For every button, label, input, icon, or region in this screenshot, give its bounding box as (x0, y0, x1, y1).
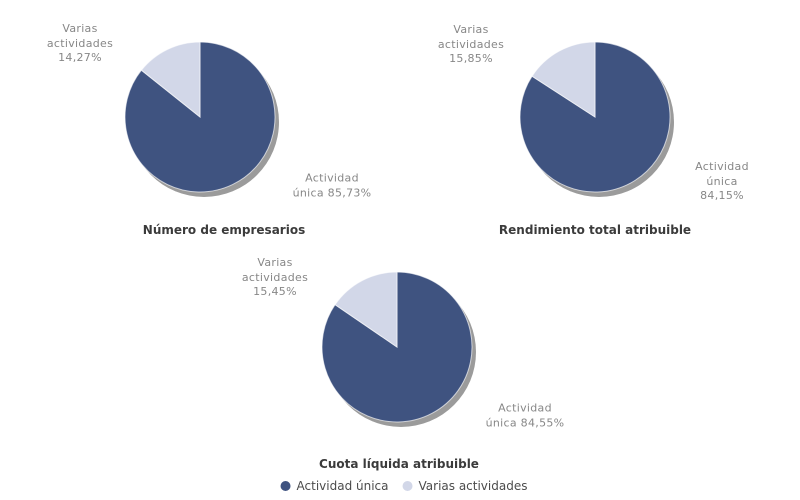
legend-swatch-actividad-unica-icon (280, 481, 291, 491)
slice-label-varias-actividades: Varias actividades 15,85% (437, 23, 505, 66)
pie-numero-de-empresarios (124, 41, 279, 197)
slice-label-actividad-unica: Actividad única 85,73% (292, 171, 372, 199)
chart-title-cuota-liquida-atribuible: Cuota líquida atribuible (319, 457, 479, 471)
legend-label-actividad-unica: Actividad única (296, 479, 389, 493)
pie-rendimiento-total-atribuible (519, 41, 674, 197)
slice-label-actividad-unica: Actividad única 84,55% (485, 401, 565, 429)
legend-item-actividad-unica: Actividad única (280, 479, 389, 493)
legend-label-varias-actividades: Varias actividades (418, 479, 528, 493)
chart-title-rendimiento-total-atribuible: Rendimiento total atribuible (498, 223, 692, 237)
slice-label-varias-actividades: Varias actividades 14,27% (46, 22, 114, 65)
chart-legend: Actividad única Varias actividades (280, 479, 528, 493)
legend-swatch-varias-actividades-icon (402, 481, 413, 491)
pie-cuota-liquida-atribuible (321, 271, 476, 427)
chart-title-numero-de-empresarios: Número de empresarios (142, 223, 306, 237)
slice-label-actividad-unica: Actividad única 84,15% (695, 160, 749, 203)
slice-label-varias-actividades: Varias actividades 15,45% (241, 256, 309, 299)
legend-item-varias-actividades: Varias actividades (402, 479, 528, 493)
